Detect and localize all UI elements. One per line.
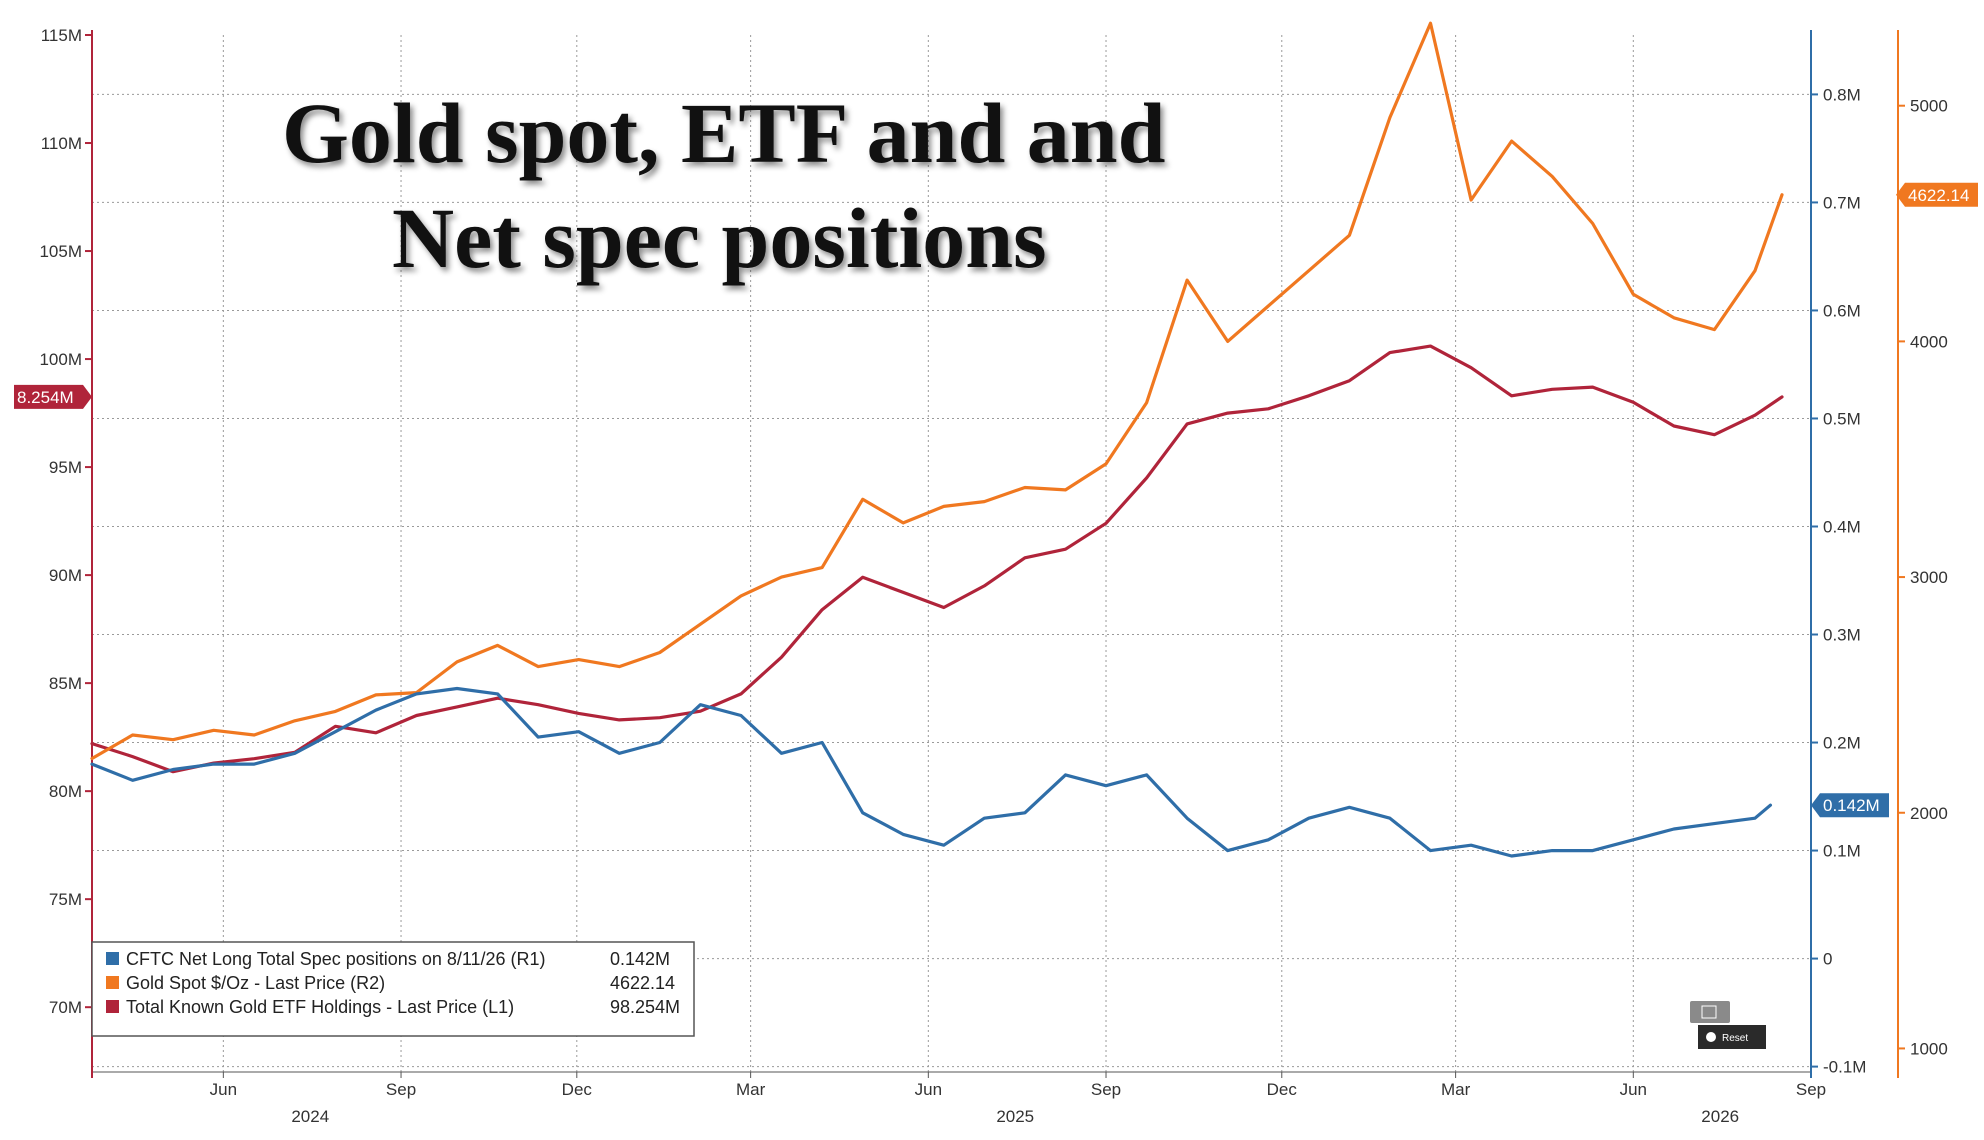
- x-tick-label: Jun: [1620, 1080, 1647, 1099]
- legend-value: 98.254M: [610, 997, 680, 1017]
- left-axis-tick-label: 80M: [49, 782, 82, 801]
- last-value-tags: 8.254M 4622.14 0.142M: [14, 182, 1978, 818]
- chart-title-line-1: Gold spot, ETF and and: [282, 85, 1165, 181]
- reset-toggle-icon: [1701, 1005, 1717, 1019]
- x-tick-label: Mar: [736, 1080, 766, 1099]
- x-tick-label: Dec: [1267, 1080, 1298, 1099]
- legend-label: CFTC Net Long Total Spec positions on 8/…: [126, 949, 546, 969]
- chart-title-line-2: Net spec positions: [392, 190, 1047, 286]
- left-axis-tick-label: 90M: [49, 566, 82, 585]
- right-axis-2-tick-label: 1000: [1910, 1039, 1948, 1058]
- right-axis-1-tick-label: 0.6M: [1823, 301, 1861, 320]
- left-axis-tick-label: 70M: [49, 998, 82, 1017]
- reset-control[interactable]: Reset: [1690, 1001, 1766, 1049]
- legend-label: Gold Spot $/Oz - Last Price (R2): [126, 973, 385, 993]
- etf-last-value-tag: [14, 384, 92, 409]
- left-axis-tick-label: 115M: [41, 26, 82, 45]
- cftc-last-value-tag-label: 0.142M: [1823, 796, 1880, 815]
- chart-title: Gold spot, ETF and and Net spec position…: [282, 85, 1165, 286]
- reset-icon: [1706, 1032, 1716, 1042]
- legend-swatch: [106, 976, 119, 989]
- series-line-right1: [90, 686, 1772, 858]
- cftc-last-value-tag: [1811, 793, 1889, 818]
- right-axis-2-tick-label: 2000: [1910, 804, 1948, 823]
- right-axis-1-tick-label: 0.7M: [1823, 193, 1861, 212]
- right-axis-1-tick-label: 0.5M: [1823, 409, 1861, 428]
- gold-last-value-tag-label: 4622.14: [1908, 186, 1969, 205]
- axes: Jun Sep Dec Mar Jun Sep Dec Mar Jun Sep 2024 2025 20…: [39, 26, 1947, 1126]
- legend-value: 0.142M: [610, 949, 670, 969]
- reset-toggle-box[interactable]: [1690, 1001, 1730, 1023]
- right-axis-1-tick-label: 0.1M: [1823, 842, 1861, 861]
- left-axis-tick-label: 85M: [49, 674, 82, 693]
- legend-box: [91, 941, 695, 1037]
- left-axis-tick-label: 105M: [39, 242, 82, 261]
- x-tick-label: Sep: [1796, 1080, 1826, 1099]
- right-axis-1-tick-label: 0.2M: [1823, 734, 1861, 753]
- x-year-label: 2025: [996, 1107, 1034, 1126]
- reset-label: Reset: [1722, 1033, 1748, 1044]
- right-axis-1-tick-label: 0.8M: [1823, 85, 1861, 104]
- left-axis-tick-label: 110M: [41, 134, 82, 153]
- etf-last-value-tag-label: 8.254M: [17, 388, 74, 407]
- gold-last-value-tag: [1896, 182, 1978, 207]
- x-tick-label: Dec: [562, 1080, 593, 1099]
- x-tick-label: Jun: [915, 1080, 942, 1099]
- series-line-left: [90, 344, 1784, 774]
- legend: CFTC Net Long Total Spec positions on 8/…: [91, 941, 695, 1037]
- x-year-label: 2026: [1701, 1107, 1739, 1126]
- x-tick-label: Sep: [386, 1080, 416, 1099]
- series-layer: [90, 21, 1784, 858]
- legend-value: 4622.14: [610, 973, 675, 993]
- x-tick-label: Jun: [210, 1080, 237, 1099]
- right-axis-1-tick-label: -0.1M: [1823, 1058, 1866, 1077]
- legend-label: Total Known Gold ETF Holdings - Last Pri…: [126, 997, 514, 1017]
- x-tick-label: Sep: [1091, 1080, 1121, 1099]
- right-axis-2-tick-label: 5000: [1910, 97, 1948, 116]
- legend-swatch: [106, 1000, 119, 1013]
- right-axis-1-tick-label: 0: [1823, 950, 1832, 969]
- right-axis-1-tick-label: 0.4M: [1823, 517, 1861, 536]
- right-axis-1-tick-label: 0.3M: [1823, 626, 1861, 645]
- x-year-label: 2024: [291, 1107, 329, 1126]
- left-axis-tick-label: 95M: [49, 458, 82, 477]
- left-axis-tick-label: 75M: [49, 890, 82, 909]
- right-axis-2-tick-label: 3000: [1910, 568, 1948, 587]
- left-axis-tick-label: 100M: [39, 350, 82, 369]
- right-axis-2-tick-label: 4000: [1910, 332, 1948, 351]
- legend-swatch: [106, 952, 119, 965]
- series-line-right2: [90, 21, 1784, 761]
- x-tick-label: Mar: [1441, 1080, 1471, 1099]
